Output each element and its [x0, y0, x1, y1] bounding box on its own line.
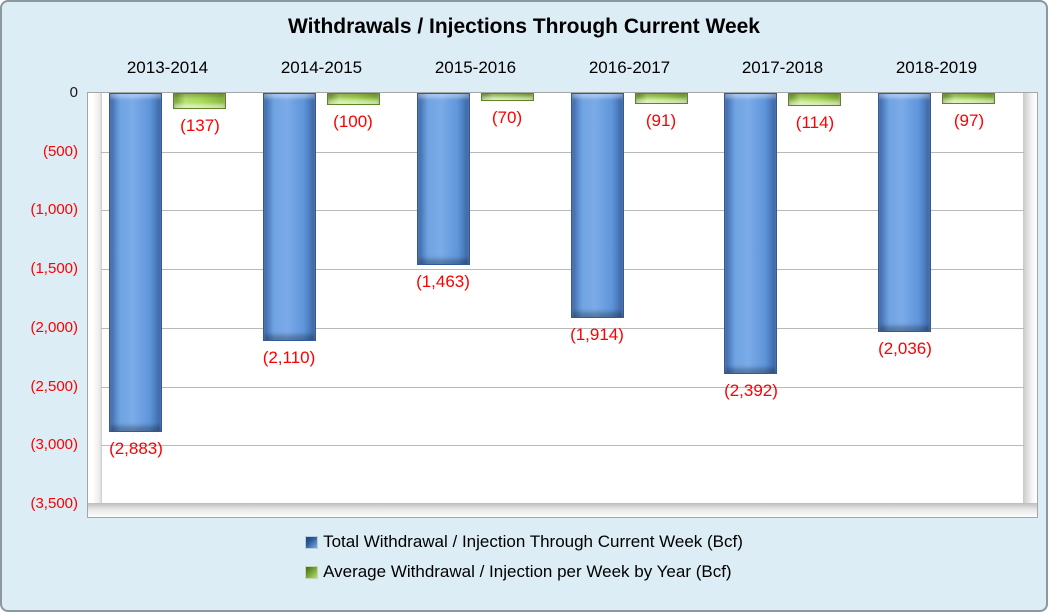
wall-bevel-left — [88, 93, 102, 503]
data-label-average-2015-2016: (70) — [491, 108, 523, 127]
data-label-total-2015-2016: (1,463) — [416, 272, 470, 291]
data-label-average-2018-2019: (97) — [953, 111, 985, 130]
data-label-average-2017-2018: (114) — [795, 113, 835, 132]
data-label-average-2013-2014: (137) — [180, 116, 220, 135]
legend-item-total: Total Withdrawal / Injection Through Cur… — [305, 532, 743, 552]
gridline — [101, 328, 1024, 329]
data-label-total-2017-2018: (2,392) — [724, 381, 778, 400]
bar-average-2015-2016 — [481, 93, 534, 101]
y-axis-tick-label: (1,000) — [30, 201, 78, 218]
gridline — [101, 445, 1024, 446]
data-label-total-2013-2014: (2,883) — [109, 439, 163, 458]
data-label-total-2018-2019: (2,036) — [878, 339, 932, 358]
legend-item-average: Average Withdrawal / Injection per Week … — [305, 562, 732, 582]
wall-bevel-right — [1023, 93, 1037, 503]
gridline — [101, 210, 1024, 211]
bar-total-2013-2014 — [109, 93, 162, 432]
category-label: 2017-2018 — [741, 58, 824, 77]
y-axis-tick-label: (2,500) — [30, 378, 78, 395]
gridline — [101, 152, 1024, 153]
data-label-average-2016-2017: (91) — [645, 111, 677, 130]
chart-title: Withdrawals / Injections Through Current… — [288, 15, 760, 38]
category-label: 2014-2015 — [280, 58, 363, 77]
bar-average-2016-2017 — [635, 93, 688, 104]
gridline — [101, 387, 1024, 388]
y-axis-tick-label: (500) — [42, 143, 78, 160]
legend-marker-icon — [305, 565, 319, 579]
category-label: 2013-2014 — [126, 58, 209, 77]
data-label-average-2014-2015: (100) — [333, 112, 373, 131]
category-label: 2018-2019 — [895, 58, 978, 77]
y-axis-tick-label: (3,000) — [30, 436, 78, 453]
category-label: 2015-2016 — [434, 58, 517, 77]
legend-label: Average Withdrawal / Injection per Week … — [323, 562, 732, 581]
bar-total-2018-2019 — [878, 93, 931, 332]
floor-bevel-bottom — [88, 503, 1037, 517]
legend: Total Withdrawal / Injection Through Cur… — [2, 532, 1046, 582]
bar-average-2017-2018 — [788, 93, 841, 106]
bar-total-2016-2017 — [571, 93, 624, 318]
legend-label: Total Withdrawal / Injection Through Cur… — [323, 532, 743, 551]
bar-average-2018-2019 — [942, 93, 995, 104]
y-axis-tick-label: (2,000) — [30, 319, 78, 336]
gridline — [101, 269, 1024, 270]
legend-box: Total Withdrawal / Injection Through Cur… — [305, 532, 743, 582]
bar-average-2014-2015 — [327, 93, 380, 105]
bar-total-2017-2018 — [724, 93, 777, 374]
y-axis-tick-label: 0 — [69, 84, 78, 101]
bar-total-2015-2016 — [417, 93, 470, 265]
y-axis-tick-label: (3,500) — [30, 495, 78, 512]
bar-average-2013-2014 — [173, 93, 226, 109]
legend-marker-icon — [305, 535, 319, 549]
y-axis-tick-label: (1,500) — [30, 260, 78, 277]
category-label: 2016-2017 — [588, 58, 671, 77]
bar-total-2014-2015 — [263, 93, 316, 341]
data-label-total-2016-2017: (1,914) — [570, 325, 624, 344]
data-label-total-2014-2015: (2,110) — [262, 348, 316, 367]
